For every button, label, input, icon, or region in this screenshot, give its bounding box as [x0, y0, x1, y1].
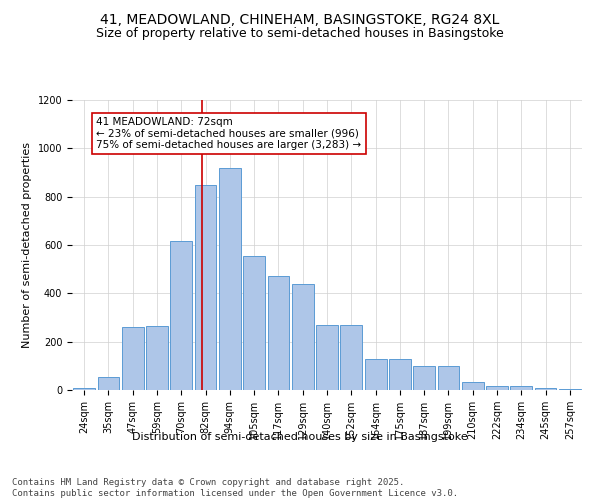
Bar [194, 184, 217, 390]
Bar [122, 327, 143, 390]
Bar [511, 386, 532, 390]
Bar [559, 389, 581, 390]
Text: Distribution of semi-detached houses by size in Basingstoke: Distribution of semi-detached houses by … [132, 432, 468, 442]
Y-axis label: Number of semi-detached properties: Number of semi-detached properties [22, 142, 32, 348]
Text: Contains HM Land Registry data © Crown copyright and database right 2025.
Contai: Contains HM Land Registry data © Crown c… [12, 478, 458, 498]
Bar [462, 382, 484, 390]
Text: 41 MEADOWLAND: 72sqm
← 23% of semi-detached houses are smaller (996)
75% of semi: 41 MEADOWLAND: 72sqm ← 23% of semi-detac… [96, 117, 361, 150]
Bar [73, 388, 95, 390]
Bar [535, 388, 556, 390]
Bar [437, 366, 460, 390]
Text: 41, MEADOWLAND, CHINEHAM, BASINGSTOKE, RG24 8XL: 41, MEADOWLAND, CHINEHAM, BASINGSTOKE, R… [100, 12, 500, 26]
Bar [486, 386, 508, 390]
Bar [413, 366, 435, 390]
Bar [365, 358, 386, 390]
Bar [389, 358, 411, 390]
Bar [243, 256, 265, 390]
Bar [146, 326, 168, 390]
Bar [292, 284, 314, 390]
Bar [97, 376, 119, 390]
Bar [219, 168, 241, 390]
Bar [268, 276, 289, 390]
Bar [170, 242, 192, 390]
Bar [316, 325, 338, 390]
Text: Size of property relative to semi-detached houses in Basingstoke: Size of property relative to semi-detach… [96, 28, 504, 40]
Bar [340, 325, 362, 390]
